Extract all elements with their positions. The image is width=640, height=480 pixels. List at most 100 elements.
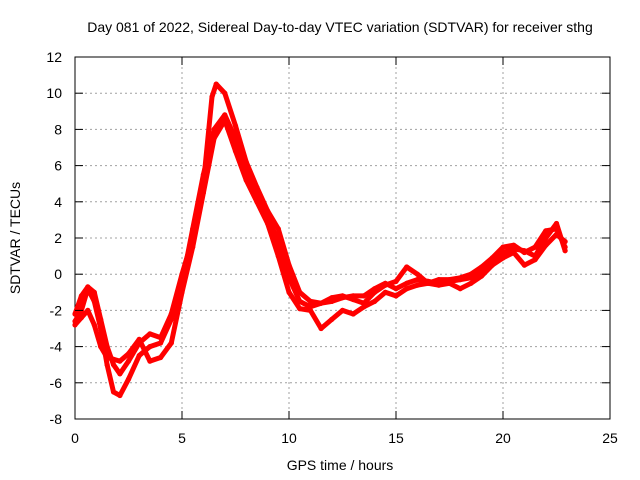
data-point	[562, 248, 568, 254]
data-point	[489, 255, 495, 261]
data-point	[500, 244, 506, 250]
data-point	[179, 271, 185, 277]
data-point	[72, 322, 78, 328]
data-point	[562, 239, 568, 245]
data-point	[297, 289, 303, 295]
data-point	[211, 135, 217, 141]
data-point	[275, 253, 281, 259]
data-point	[222, 117, 228, 123]
data-point	[479, 264, 485, 270]
data-point	[329, 316, 335, 322]
data-point	[286, 262, 292, 268]
data-point	[72, 311, 78, 317]
data-point	[125, 351, 132, 357]
x-tick-label: 0	[71, 430, 79, 446]
data-point	[468, 271, 474, 277]
y-tick-label: 4	[54, 194, 62, 210]
data-point	[254, 184, 260, 190]
y-axis-label: SDTVAR / TECUs	[7, 182, 23, 294]
data-point	[110, 362, 117, 368]
data-point	[211, 126, 217, 132]
y-tick-label: -8	[50, 411, 63, 427]
data-point	[125, 376, 132, 382]
data-point	[511, 249, 517, 256]
y-tick-label: 12	[46, 49, 62, 65]
data-point	[436, 277, 442, 283]
data-point	[404, 280, 410, 286]
data-point	[521, 262, 528, 268]
data-point	[125, 358, 132, 364]
data-point	[404, 286, 410, 292]
data-point	[361, 293, 367, 299]
data-point	[117, 358, 123, 364]
y-tick-label: -4	[50, 339, 63, 355]
data-point	[254, 199, 260, 205]
data-point	[350, 296, 356, 303]
data-point	[543, 228, 549, 234]
series-2-points	[72, 81, 568, 377]
data-point	[318, 325, 324, 332]
data-point	[136, 353, 142, 359]
data-point	[511, 242, 517, 248]
data-point	[339, 307, 346, 313]
data-point	[404, 264, 410, 270]
data-point	[147, 358, 153, 364]
data-point	[104, 362, 110, 368]
data-point	[179, 289, 185, 295]
data-point	[110, 356, 117, 362]
data-point	[382, 282, 388, 288]
data-point	[489, 262, 495, 268]
data-point	[339, 293, 346, 299]
grid-lines	[75, 57, 610, 419]
data-point	[222, 90, 228, 96]
y-tick-label: 10	[46, 85, 62, 101]
data-point	[110, 389, 117, 395]
data-point	[168, 311, 174, 317]
data-point	[265, 220, 271, 227]
data-point	[479, 273, 485, 279]
data-point	[117, 371, 123, 377]
axis-ticks: -8 -6 -4 -2 0 2 4 6 8 10 12 0 5 10 15 20 25	[46, 49, 618, 446]
data-point	[307, 298, 313, 304]
y-tick-label: 8	[54, 121, 62, 137]
data-point	[232, 123, 239, 129]
data-point	[85, 284, 91, 290]
data-point	[265, 208, 271, 214]
data-point	[329, 295, 335, 301]
data-point	[147, 344, 153, 350]
data-point	[532, 257, 538, 263]
y-tick-label: 6	[54, 158, 62, 174]
y-tick-label: 0	[54, 266, 62, 282]
data-point	[158, 354, 164, 361]
data-point	[209, 94, 215, 100]
data-point	[243, 159, 249, 165]
data-point	[158, 340, 164, 346]
x-tick-label: 20	[495, 430, 511, 446]
data-point	[91, 322, 97, 328]
data-point	[446, 280, 453, 286]
data-point	[414, 271, 420, 277]
data-point	[425, 280, 431, 286]
data-point	[213, 81, 219, 87]
data-point	[350, 311, 356, 317]
data-point	[275, 226, 281, 232]
data-point	[553, 231, 560, 237]
data-point	[104, 354, 110, 361]
series-line-3	[72, 117, 568, 364]
series-group	[72, 81, 568, 399]
data-point	[500, 255, 506, 261]
data-point	[307, 307, 313, 313]
data-point	[393, 278, 399, 284]
data-point	[553, 220, 560, 227]
chart-title: Day 081 of 2022, Sidereal Day-to-day VTE…	[87, 19, 593, 35]
x-tick-label: 10	[281, 430, 297, 446]
data-point	[85, 307, 91, 313]
data-point	[147, 331, 153, 337]
data-point	[468, 280, 474, 286]
data-point	[98, 316, 104, 322]
data-point	[104, 344, 110, 350]
y-tick-label: -6	[50, 375, 63, 391]
data-point	[372, 289, 378, 295]
data-point	[200, 190, 206, 196]
